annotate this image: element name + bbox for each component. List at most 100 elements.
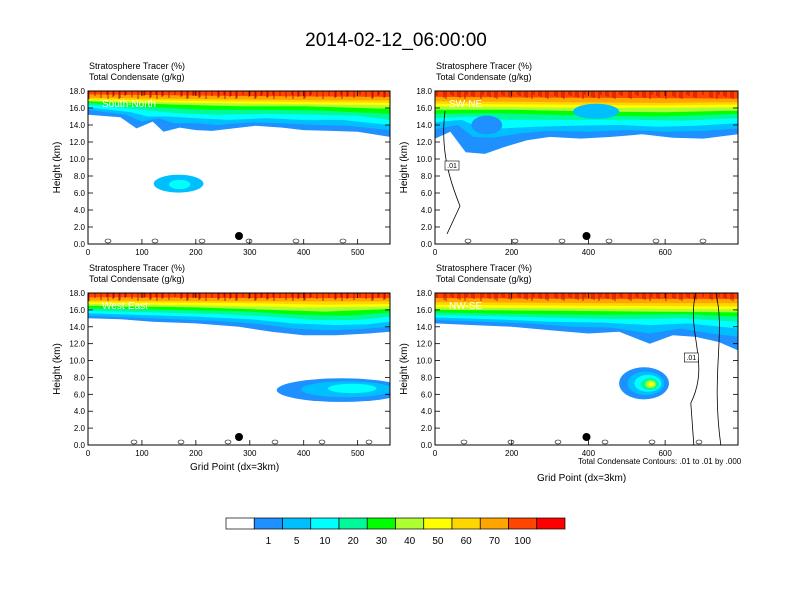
- y-tick-label: 6.0: [421, 390, 433, 399]
- y-axis-title: Height (km): [52, 343, 63, 395]
- contour-label-box: [444, 160, 460, 171]
- colorbar-label: 10: [319, 536, 331, 547]
- tracer-blob-5: [573, 103, 620, 120]
- colorbar-swatch: [508, 517, 538, 530]
- surface-contour: [554, 439, 562, 445]
- panel-4-field-labels: Stratosphere Tracer (%) Total Condensate…: [436, 263, 532, 285]
- y-tick-label: 2.0: [421, 424, 433, 433]
- y-tick-label: 8.0: [74, 373, 86, 382]
- location-marker: [235, 232, 243, 240]
- colorbar-label: 30: [376, 536, 388, 547]
- colorbar-label: 5: [294, 536, 300, 547]
- y-tick-label: 18.0: [416, 289, 432, 298]
- y-tick-label: 14.0: [416, 121, 432, 130]
- colorbar-label: 100: [514, 536, 531, 547]
- plot-area: [435, 293, 738, 445]
- x-tick-label: 500: [351, 449, 365, 458]
- x-tick-label: 300: [243, 449, 257, 458]
- contour-label: .01: [686, 355, 696, 362]
- section-name: West-East: [102, 301, 148, 312]
- colorbar-swatch: [225, 517, 255, 530]
- section-name: SW-NE: [449, 99, 482, 110]
- y-tick-label: 12.0: [69, 340, 85, 349]
- location-marker: [582, 232, 591, 240]
- colorbar-label: 20: [348, 536, 360, 547]
- x-tick-label: 0: [86, 449, 91, 458]
- panel-3-field-labels: Stratosphere Tracer (%) Total Condensate…: [89, 263, 185, 285]
- figure-title: 2014-02-12_06:00:00: [305, 30, 487, 51]
- colorbar-label: 1: [266, 536, 272, 547]
- surface-contour: [460, 439, 468, 445]
- x-tick-label: 400: [297, 449, 311, 458]
- contour-label: .01: [447, 163, 457, 170]
- x-tick-label: 0: [433, 449, 438, 458]
- y-tick-label: 0.0: [74, 441, 86, 450]
- surface-contour: [699, 238, 707, 244]
- surface-contour: [245, 238, 253, 244]
- contour-label-box: [684, 352, 699, 363]
- surface-contour: [318, 439, 326, 445]
- colorbar-label: 40: [404, 536, 416, 547]
- surface-contour: [507, 439, 515, 445]
- condensate-label: Total Condensate (g/kg): [436, 274, 532, 284]
- y-tick-label: 12.0: [416, 340, 432, 349]
- colorbar-swatch: [536, 517, 566, 530]
- y-tick-label: 8.0: [421, 373, 433, 382]
- panel-west-east: West-East 0 100 200 300 400 500 0.0 2.0 4.0 6.0 8.0…: [52, 289, 391, 458]
- tracer-label: Stratosphere Tracer (%): [436, 61, 533, 71]
- colorbar-swatch: [479, 517, 509, 530]
- tracer-layer-100: [435, 293, 738, 299]
- surface-contour: [224, 439, 232, 445]
- y-tick-label: 2.0: [421, 223, 433, 232]
- tracer-blob-1: [471, 115, 503, 135]
- surface-contour: [464, 238, 472, 244]
- surface-contour: [605, 238, 613, 244]
- x-tick-label: 300: [243, 248, 257, 257]
- colorbar-swatch: [423, 517, 453, 530]
- colorbar-label: 60: [461, 536, 473, 547]
- surface-contour: [177, 439, 185, 445]
- plot-frame: [87, 292, 391, 446]
- x-tick-label: 600: [658, 449, 672, 458]
- x-tick-label: 500: [351, 248, 365, 257]
- condensate-contour: [715, 293, 722, 445]
- x-tick-label: 400: [582, 449, 596, 458]
- y-tick-label: 14.0: [69, 121, 85, 130]
- surface-contour: [339, 238, 347, 244]
- x-tick-label: 200: [189, 248, 203, 257]
- x-axis-title-right: Grid Point (dx=3km): [537, 473, 627, 484]
- plot-area: [435, 91, 738, 244]
- surface-contour: [695, 439, 703, 445]
- condensate-contour: [690, 293, 700, 445]
- y-tick-label: 16.0: [416, 306, 432, 315]
- y-tick-label: 16.0: [69, 306, 85, 315]
- y-tick-label: 10.0: [416, 155, 432, 164]
- colorbar-swatch: [395, 517, 425, 530]
- x-tick-label: 0: [433, 248, 438, 257]
- y-tick-label: 18.0: [416, 87, 432, 96]
- y-axis-title: Height (km): [399, 142, 410, 194]
- y-tick-label: 0.0: [421, 441, 433, 450]
- y-tick-label: 6.0: [421, 189, 433, 198]
- y-tick-label: 8.0: [421, 172, 433, 181]
- y-axis-title: Height (km): [399, 343, 410, 395]
- x-tick-label: 200: [505, 449, 519, 458]
- y-tick-label: 4.0: [74, 206, 86, 215]
- surface-contour: [558, 238, 566, 244]
- y-tick-label: 18.0: [69, 87, 85, 96]
- panel-sw-ne: .01 SW-NE 0 200 400 600 0.0 2.0 4.0 6.0 8.0 10.0 12.…: [399, 87, 739, 257]
- surface-contour: [652, 238, 660, 244]
- panel-south-north: South-North 0 100 200 300 400 500 0.0 2.0 4.0 6.0 8…: [52, 87, 391, 257]
- colorbar-swatch: [366, 517, 396, 530]
- y-tick-label: 0.0: [421, 240, 433, 249]
- y-tick-label: 12.0: [416, 138, 432, 147]
- tracer-layer-100: [88, 91, 390, 97]
- y-tick-label: 16.0: [69, 104, 85, 113]
- y-tick-label: 6.0: [74, 189, 86, 198]
- tracer-blob-10: [327, 383, 377, 394]
- y-tick-label: 2.0: [74, 223, 86, 232]
- surface-contour: [648, 439, 656, 445]
- x-tick-label: 0: [86, 248, 91, 257]
- panel-1-field-labels: Stratosphere Tracer (%) Total Condensate…: [89, 61, 185, 83]
